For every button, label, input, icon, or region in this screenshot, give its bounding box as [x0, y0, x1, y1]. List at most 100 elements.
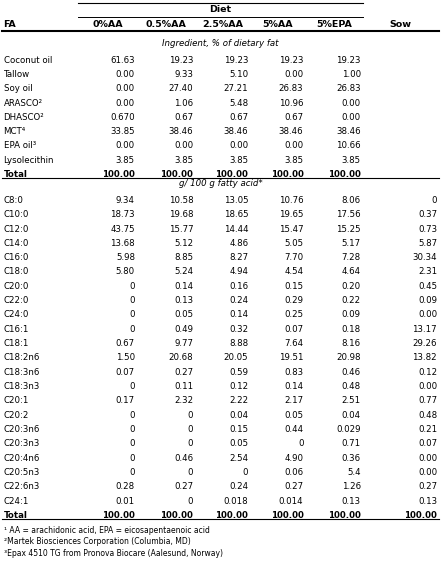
Text: 0.67: 0.67 — [229, 113, 248, 122]
Text: 30.34: 30.34 — [412, 253, 437, 262]
Text: 0.670: 0.670 — [110, 113, 135, 122]
Text: 20.05: 20.05 — [224, 354, 248, 363]
Text: FA: FA — [4, 20, 16, 29]
Text: 0.12: 0.12 — [418, 368, 437, 377]
Text: ²Martek Biosciences Corporation (Columbia, MD): ²Martek Biosciences Corporation (Columbi… — [4, 538, 190, 547]
Text: 0.14: 0.14 — [174, 282, 193, 291]
Text: 0.73: 0.73 — [418, 225, 437, 234]
Text: 0.05: 0.05 — [284, 410, 303, 419]
Text: 0.06: 0.06 — [284, 468, 303, 477]
Text: 0: 0 — [188, 425, 193, 434]
Text: 0.44: 0.44 — [284, 425, 303, 434]
Text: 0: 0 — [130, 468, 135, 477]
Text: 0: 0 — [432, 196, 437, 205]
Text: 18.65: 18.65 — [224, 210, 248, 219]
Text: 0.13: 0.13 — [418, 497, 437, 506]
Text: 13.82: 13.82 — [412, 354, 437, 363]
Text: ¹ AA = arachidonic acid, EPA = eicosapentaenoic acid: ¹ AA = arachidonic acid, EPA = eicosapen… — [4, 526, 209, 535]
Text: 38.46: 38.46 — [168, 127, 193, 136]
Text: 10.58: 10.58 — [168, 196, 193, 205]
Text: 2.32: 2.32 — [174, 396, 193, 405]
Text: C20:3n6: C20:3n6 — [4, 425, 40, 434]
Text: 0.45: 0.45 — [418, 282, 437, 291]
Text: 0: 0 — [188, 439, 193, 448]
Text: 20.68: 20.68 — [168, 354, 193, 363]
Text: C20:5n3: C20:5n3 — [4, 468, 40, 477]
Text: 0.00: 0.00 — [174, 141, 193, 150]
Text: C16:1: C16:1 — [4, 325, 29, 334]
Text: Diet: Diet — [209, 6, 232, 15]
Text: 3.85: 3.85 — [229, 156, 248, 165]
Text: 2.54: 2.54 — [229, 454, 248, 463]
Text: 0.67: 0.67 — [116, 339, 135, 348]
Text: 13.68: 13.68 — [110, 239, 135, 248]
Text: 19.23: 19.23 — [224, 56, 248, 65]
Text: 5.17: 5.17 — [342, 239, 361, 248]
Text: 0: 0 — [130, 382, 135, 391]
Text: Total: Total — [4, 511, 27, 520]
Text: 2.51: 2.51 — [342, 396, 361, 405]
Text: 1.00: 1.00 — [342, 70, 361, 79]
Text: 0.11: 0.11 — [174, 382, 193, 391]
Text: 0.00: 0.00 — [418, 454, 437, 463]
Text: 0: 0 — [130, 282, 135, 291]
Text: 0: 0 — [298, 439, 303, 448]
Text: 100.00: 100.00 — [160, 170, 193, 179]
Text: 0.17: 0.17 — [116, 396, 135, 405]
Text: 0.04: 0.04 — [342, 410, 361, 419]
Text: 0.48: 0.48 — [342, 382, 361, 391]
Text: 0.00: 0.00 — [284, 141, 303, 150]
Text: 4.90: 4.90 — [284, 454, 303, 463]
Text: 7.70: 7.70 — [284, 253, 303, 262]
Text: 38.46: 38.46 — [336, 127, 361, 136]
Text: 26.83: 26.83 — [336, 84, 361, 93]
Text: 0.00: 0.00 — [229, 141, 248, 150]
Text: 0.25: 0.25 — [284, 310, 303, 319]
Text: 100.00: 100.00 — [160, 511, 193, 520]
Text: 15.77: 15.77 — [168, 225, 193, 234]
Text: 0: 0 — [130, 296, 135, 305]
Text: 9.77: 9.77 — [174, 339, 193, 348]
Text: 0.22: 0.22 — [342, 296, 361, 305]
Text: 19.68: 19.68 — [168, 210, 193, 219]
Text: 0: 0 — [130, 425, 135, 434]
Text: 4.94: 4.94 — [229, 267, 248, 276]
Text: C18:0: C18:0 — [4, 267, 29, 276]
Text: C22:0: C22:0 — [4, 296, 29, 305]
Text: 0.00: 0.00 — [418, 468, 437, 477]
Text: C10:0: C10:0 — [4, 210, 29, 219]
Text: 5.10: 5.10 — [229, 70, 248, 79]
Text: 2.5%AA: 2.5%AA — [202, 20, 243, 29]
Text: 100.00: 100.00 — [102, 170, 135, 179]
Text: ARASCO²: ARASCO² — [4, 99, 43, 108]
Text: 0.15: 0.15 — [284, 282, 303, 291]
Text: 0.48: 0.48 — [418, 410, 437, 419]
Text: 3.85: 3.85 — [284, 156, 303, 165]
Text: 100.00: 100.00 — [270, 170, 303, 179]
Text: 0.5%AA: 0.5%AA — [146, 20, 186, 29]
Text: 0.83: 0.83 — [284, 368, 303, 377]
Text: 0: 0 — [130, 410, 135, 419]
Text: 19.51: 19.51 — [279, 354, 303, 363]
Text: 0: 0 — [243, 468, 248, 477]
Text: C12:0: C12:0 — [4, 225, 29, 234]
Text: 15.25: 15.25 — [336, 225, 361, 234]
Text: 19.23: 19.23 — [168, 56, 193, 65]
Text: 0.13: 0.13 — [174, 296, 193, 305]
Text: 100.00: 100.00 — [215, 170, 248, 179]
Text: 3.85: 3.85 — [116, 156, 135, 165]
Text: 15.47: 15.47 — [279, 225, 303, 234]
Text: 8.27: 8.27 — [229, 253, 248, 262]
Text: C20:1: C20:1 — [4, 396, 29, 405]
Text: 0.16: 0.16 — [229, 282, 248, 291]
Text: 0.00: 0.00 — [116, 141, 135, 150]
Text: 4.86: 4.86 — [229, 239, 248, 248]
Text: 13.05: 13.05 — [224, 196, 248, 205]
Text: 0.00: 0.00 — [342, 113, 361, 122]
Text: 0.77: 0.77 — [418, 396, 437, 405]
Text: 0: 0 — [188, 468, 193, 477]
Text: C18:3n6: C18:3n6 — [4, 368, 40, 377]
Text: 61.63: 61.63 — [110, 56, 135, 65]
Text: 0: 0 — [188, 497, 193, 506]
Text: 4.54: 4.54 — [284, 267, 303, 276]
